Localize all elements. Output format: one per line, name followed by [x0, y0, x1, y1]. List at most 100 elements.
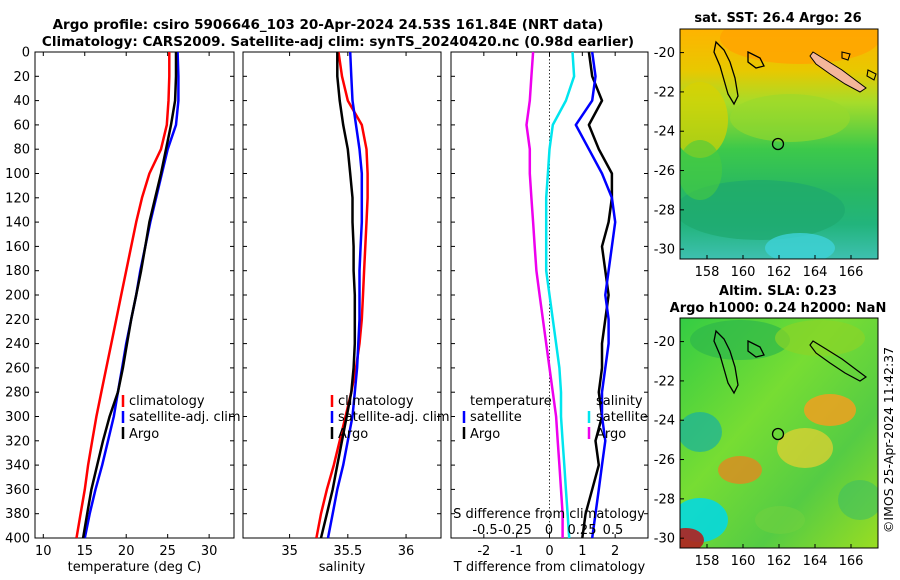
x-tick-label: 35: [281, 544, 298, 559]
x-tick-label: 15: [76, 544, 93, 559]
salinity-panel-frame: [242, 51, 442, 539]
sst-map: [680, 29, 878, 259]
x-tick-label: 20: [118, 544, 135, 559]
s-difference-tick-label: -0.25: [498, 523, 532, 538]
depth-tick-label: 220: [5, 313, 30, 328]
map-lon-label: 158: [695, 265, 720, 280]
map-lat-label: -24: [654, 414, 675, 429]
s-difference-tick-label: -0.5: [472, 523, 497, 538]
depth-tick-label: 40: [13, 94, 30, 109]
legend-temperature-header: temperature: [470, 394, 552, 409]
difference-series: [525, 51, 617, 539]
depth-tick-label: 380: [5, 507, 30, 522]
legend-argo-label: Argo: [338, 427, 368, 442]
reef-outline-ne: [841, 51, 851, 61]
sst-yellow-patch: [680, 82, 728, 158]
salinity-axis-ticks: 35 35.5 36: [243, 51, 441, 559]
s-difference-tick-label: 0.25: [568, 523, 597, 538]
sla-chesterfield-outline: [713, 329, 739, 395]
x-tick-label: 2: [611, 544, 619, 559]
map-lon-label: 164: [803, 554, 828, 569]
map-lat-label: -26: [654, 164, 675, 179]
depth-tick-label: 180: [5, 264, 30, 279]
depth-tick-label: 360: [5, 483, 30, 498]
x-tick-label: 0: [545, 544, 553, 559]
sst-warm-band: [720, 29, 878, 64]
s-difference-ticks: -0.5 -0.25 0 0.25 0.5: [472, 523, 623, 538]
map-lat-label: -30: [654, 243, 675, 258]
figure-title-line1: Argo profile: csiro 5906646_103 20-Apr-2…: [53, 17, 604, 33]
map-lat-label: -28: [654, 492, 675, 507]
sla-map-ticks: 158 160 162 164 166 -20 -22 -24 -26 -28 -30: [654, 335, 864, 569]
sla-orange-patch: [804, 394, 856, 426]
series-line-salinity-satellite: [574, 51, 617, 539]
sla-yellow-patch: [777, 428, 833, 468]
x-tick-label: 36: [398, 544, 415, 559]
s-difference-tick-label: 0: [545, 523, 553, 538]
sla-green-patch-2: [838, 480, 878, 520]
chesterfield-reef-outline: [713, 40, 739, 106]
difference-legend: temperature satellite Argo salinity sate…: [462, 394, 648, 442]
sst-argo-marker: [771, 137, 785, 151]
reef-outline-e: [866, 69, 877, 81]
legend-temp-argo-label: Argo: [470, 427, 500, 442]
salinity-legend: climatology satellite-adj. clim Argo: [330, 394, 450, 442]
depth-tick-label: 340: [5, 459, 30, 474]
sla-orange-patch-2: [718, 456, 762, 484]
legend-satellite-label: satellite-adj. clim: [129, 410, 241, 425]
legend-sal-argo-label: Argo: [596, 427, 626, 442]
map-lat-label: -24: [654, 125, 675, 140]
series-line-climatology: [75, 52, 171, 539]
x-tick-label: -1: [510, 544, 523, 559]
series-line-temperature-argo: [581, 51, 614, 539]
legend-salinity-header: salinity: [596, 394, 643, 409]
sla-map: [680, 318, 878, 548]
depth-tick-label: 100: [5, 167, 30, 182]
map-lat-label: -28: [654, 203, 675, 218]
depth-tick-label: 200: [5, 289, 30, 304]
x-tick-label: 10: [35, 544, 52, 559]
legend-argo-label: Argo: [129, 427, 159, 442]
salinity-series: [315, 51, 369, 539]
series-line-argo: [81, 52, 178, 539]
series-line-salinity-argo: [525, 51, 564, 538]
depth-tick-label: 140: [5, 216, 30, 231]
depth-tick-label: 400: [5, 532, 30, 547]
sst-teal-band: [680, 180, 845, 240]
map-lat-label: -22: [654, 374, 675, 389]
x-tick-label: 25: [159, 544, 176, 559]
depth-axis: 0 20 40 60 80 100 120 140 160 180 200 220 240 260 280 3…: [5, 46, 30, 547]
sla-map-title-line2: Argo h1000: 0.24 h2000: NaN: [670, 301, 887, 316]
temperature-legend: climatology satellite-adj. clim Argo: [121, 394, 241, 442]
sla-map-title-line1: Altim. SLA: 0.23: [719, 284, 837, 299]
map-lat-label: -22: [654, 85, 675, 100]
map-lat-label: -26: [654, 453, 675, 468]
depth-tick-label: 320: [5, 434, 30, 449]
sst-cyan-patch: [765, 233, 835, 259]
map-lon-label: 162: [767, 265, 792, 280]
depth-tick-label: 80: [13, 143, 30, 158]
depth-tick-label: 20: [13, 70, 30, 85]
bellona-reef-outline: [747, 50, 765, 69]
depth-tick-label: 260: [5, 361, 30, 376]
temperature-series: [75, 51, 180, 539]
sla-green-patch: [690, 320, 790, 360]
x-tick-label: -2: [477, 544, 490, 559]
map-lon-label: 164: [803, 265, 828, 280]
map-lon-label: 160: [731, 554, 756, 569]
legend-temp-satellite-label: satellite: [470, 410, 522, 425]
temperature-xlabel: temperature (deg C): [68, 560, 202, 575]
sst-lime-patch: [730, 94, 850, 142]
x-tick-label: 35.5: [333, 544, 362, 559]
sla-lime-patch: [775, 320, 865, 356]
series-line-climatology: [315, 51, 369, 539]
depth-tick-label: 60: [13, 118, 30, 133]
map-lat-label: -30: [654, 532, 675, 547]
temperature-panel-frame: [34, 51, 235, 539]
sla-new-caledonia-outline: [809, 340, 868, 382]
series-line-satellite-adj-clim: [326, 51, 364, 539]
sst-green-patch: [680, 140, 722, 200]
legend-satellite-label: satellite-adj. clim: [338, 410, 450, 425]
map-lon-label: 166: [839, 554, 864, 569]
